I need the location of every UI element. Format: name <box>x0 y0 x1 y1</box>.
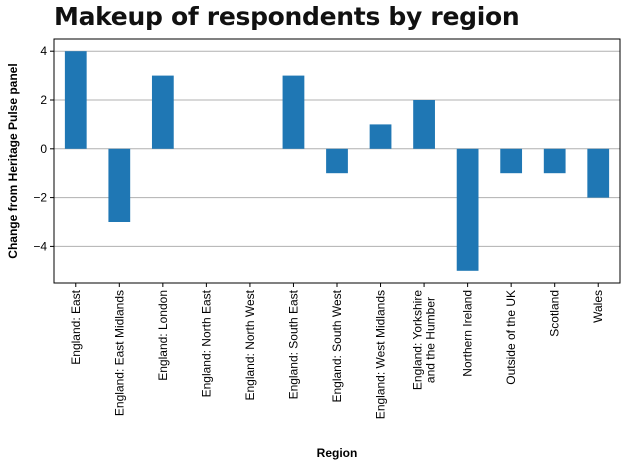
x-tick-label: Outside of the UK <box>504 290 518 385</box>
bar <box>151 75 174 149</box>
chart-title: Makeup of respondents by region <box>54 2 520 31</box>
bar <box>369 124 392 149</box>
y-tick-label: −4 <box>33 239 47 253</box>
bar <box>108 148 131 222</box>
bar <box>64 51 87 149</box>
x-tick-label: England: North East <box>199 289 213 397</box>
x-tick-label: England: South West <box>330 289 344 402</box>
x-tick-label: England: London <box>156 290 170 381</box>
bar <box>543 148 566 174</box>
x-axis-ticks: England: East England: East Midlands Engla… <box>69 283 605 419</box>
y-tick-label: 0 <box>40 142 47 156</box>
y-tick-label: 4 <box>40 44 47 58</box>
bar <box>456 148 479 271</box>
bar <box>326 148 348 174</box>
y-tick-label: 2 <box>40 93 47 107</box>
y-axis-label: Change from Heritage Pulse panel <box>6 63 20 258</box>
x-tick-label: England: East Midlands <box>112 290 126 416</box>
bar <box>413 100 435 149</box>
x-tick-label: England: Yorkshireand the Humber <box>411 290 438 390</box>
bar <box>282 75 305 149</box>
x-tick-label: England: North West <box>243 289 257 400</box>
bars <box>64 51 610 271</box>
x-tick-label: Scotland <box>548 290 562 337</box>
x-tick-label: England: West Midlands <box>374 290 388 419</box>
x-tick-label: England: East <box>69 289 83 364</box>
x-tick-label: Wales <box>591 290 605 323</box>
bar <box>587 148 610 198</box>
x-tick-label: Northern Ireland <box>461 290 475 377</box>
bar <box>500 148 523 174</box>
y-tick-label: −2 <box>33 191 47 205</box>
x-axis-label: Region <box>317 446 358 460</box>
x-tick-label: England: South East <box>286 289 300 399</box>
y-axis-ticks: −4 −2 0 2 4 <box>33 44 54 253</box>
